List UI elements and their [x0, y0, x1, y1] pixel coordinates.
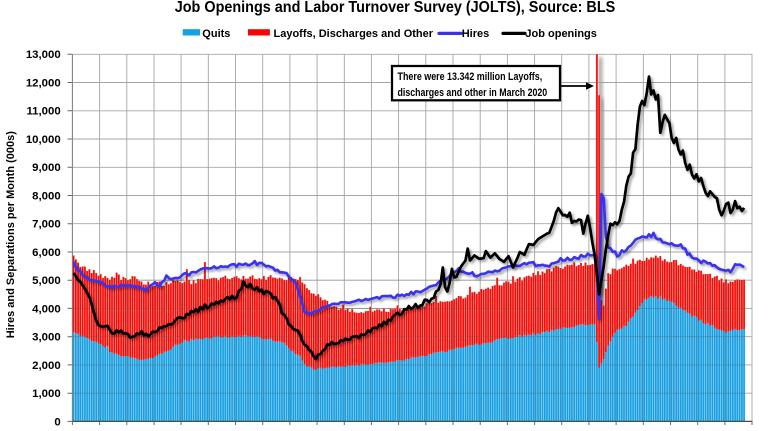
svg-text:Quits: Quits [202, 28, 230, 40]
svg-text:7,000: 7,000 [32, 219, 61, 231]
svg-text:1,000: 1,000 [32, 388, 61, 400]
svg-text:13,000: 13,000 [26, 49, 61, 61]
svg-text:4,000: 4,000 [32, 303, 61, 315]
svg-text:11,000: 11,000 [26, 106, 60, 118]
svg-text:Hires: Hires [462, 28, 490, 40]
svg-text:5,000: 5,000 [32, 275, 61, 287]
svg-text:Job Openings and Labor Turnove: Job Openings and Labor Turnover Survey (… [175, 0, 616, 16]
svg-text:Layoffs, Discharges and Other: Layoffs, Discharges and Other [274, 28, 434, 40]
svg-text:10,000: 10,000 [26, 134, 61, 146]
svg-text:Job openings: Job openings [525, 28, 597, 40]
svg-text:0: 0 [54, 416, 60, 428]
svg-text:6,000: 6,000 [32, 247, 61, 259]
svg-text:12,000: 12,000 [26, 77, 61, 89]
svg-text:discharges and other in March: discharges and other in March 2020 [398, 87, 548, 99]
svg-text:9,000: 9,000 [32, 162, 61, 174]
svg-text:3,000: 3,000 [32, 332, 61, 344]
svg-text:8,000: 8,000 [32, 190, 61, 202]
svg-text:There were 13.342 million Layo: There were 13.342 million Layoffs, [398, 71, 543, 83]
svg-text:Hires and Separations per Mont: Hires and Separations per Month (000s) [5, 131, 17, 339]
svg-text:2,000: 2,000 [32, 360, 61, 372]
